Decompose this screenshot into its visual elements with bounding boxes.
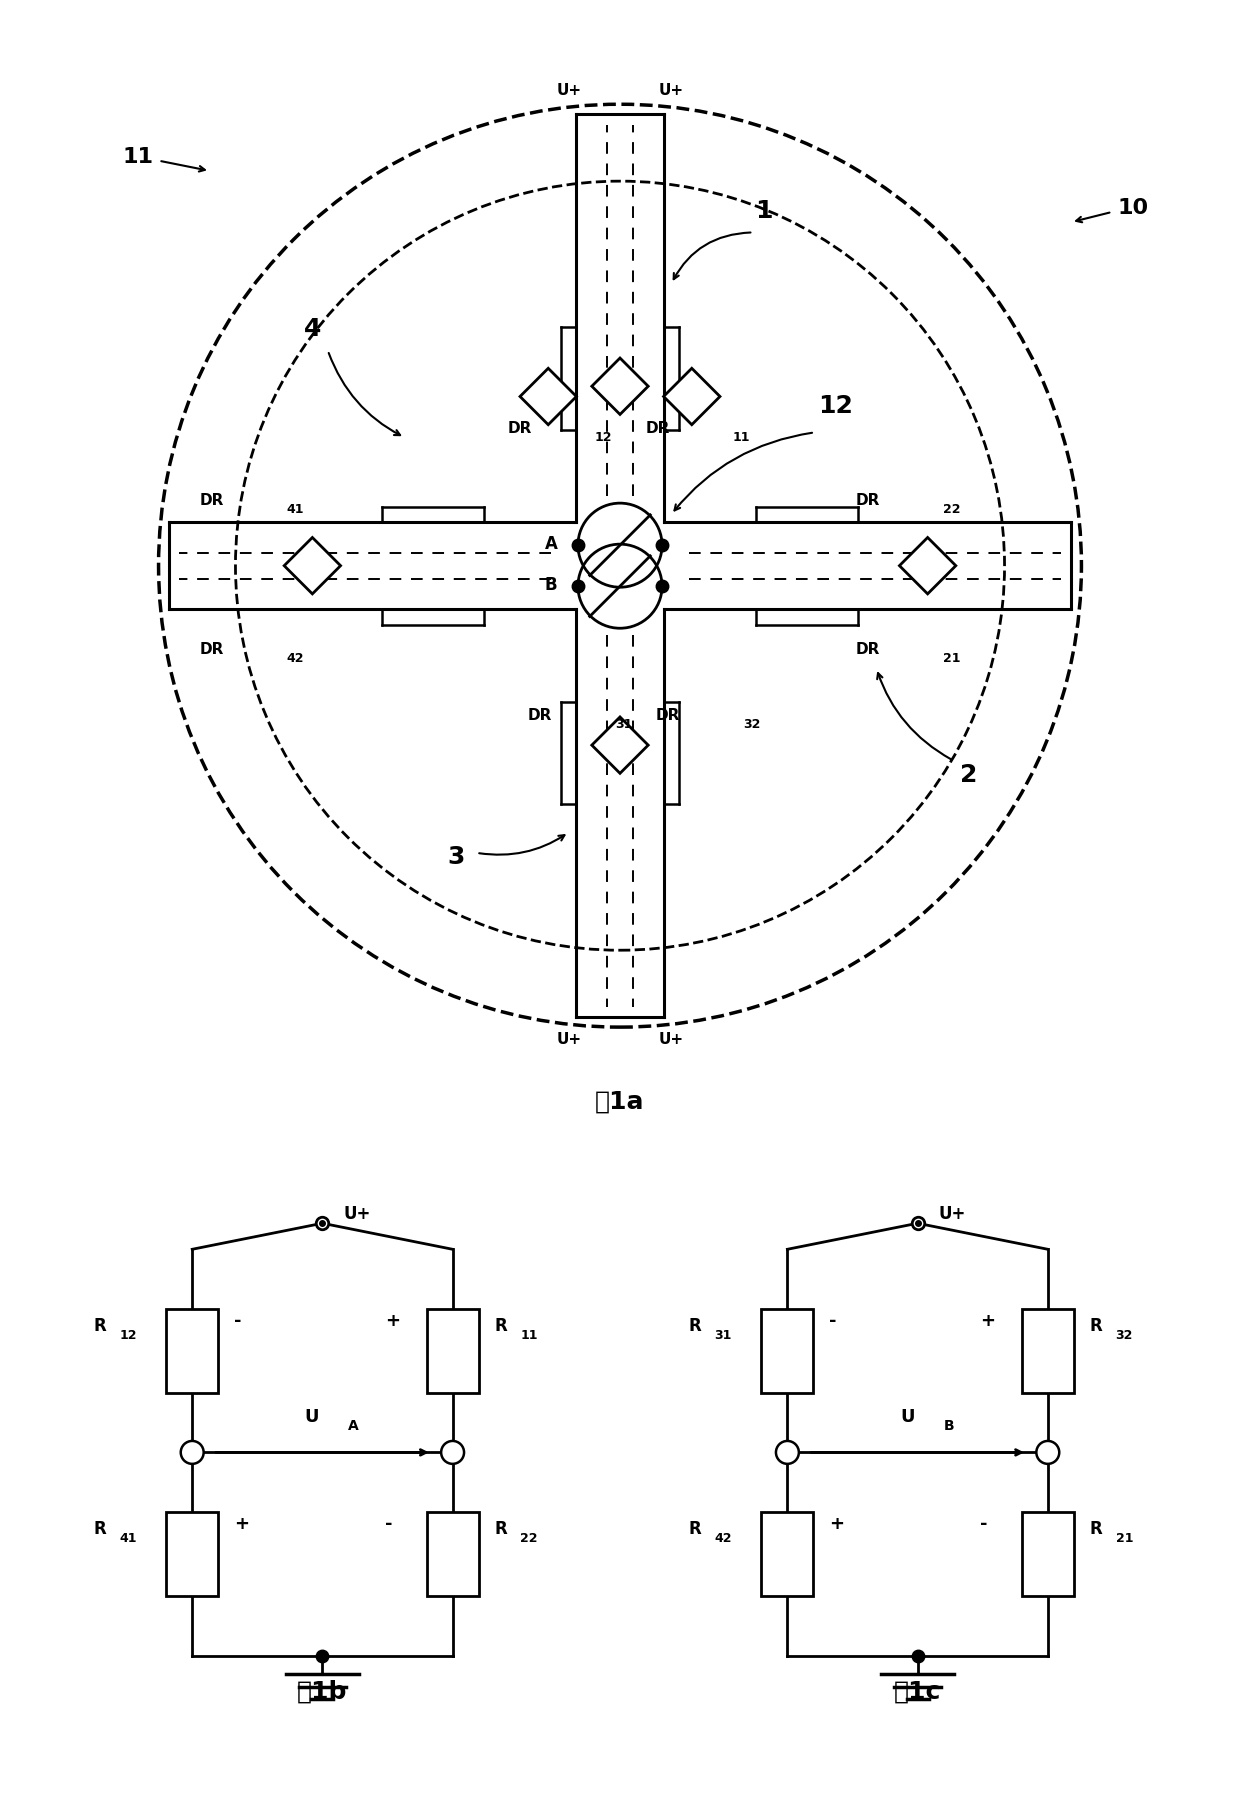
Circle shape	[181, 1442, 203, 1464]
Polygon shape	[520, 369, 577, 426]
FancyBboxPatch shape	[1022, 1309, 1074, 1393]
Text: R: R	[495, 1316, 507, 1334]
Text: 12: 12	[594, 432, 611, 444]
Text: 21: 21	[1116, 1532, 1133, 1544]
Text: 11: 11	[733, 432, 750, 444]
Text: +: +	[234, 1514, 249, 1532]
Text: DR: DR	[646, 421, 670, 437]
Text: 11: 11	[521, 1329, 538, 1341]
Text: DR: DR	[200, 642, 224, 656]
Text: -: -	[980, 1514, 987, 1532]
Text: 图1b: 图1b	[298, 1679, 347, 1703]
FancyBboxPatch shape	[761, 1512, 813, 1597]
Text: +: +	[830, 1514, 844, 1532]
Text: 图1a: 图1a	[595, 1090, 645, 1113]
FancyBboxPatch shape	[166, 1512, 218, 1597]
Text: R: R	[688, 1316, 701, 1334]
FancyBboxPatch shape	[166, 1309, 218, 1393]
Circle shape	[776, 1442, 799, 1464]
Text: 32: 32	[1116, 1329, 1133, 1341]
Text: 32: 32	[743, 717, 760, 730]
Text: 41: 41	[119, 1532, 136, 1544]
Text: R: R	[1090, 1316, 1102, 1334]
Text: B: B	[944, 1419, 954, 1433]
Text: DR: DR	[656, 708, 681, 723]
Polygon shape	[663, 369, 720, 426]
Text: 21: 21	[942, 651, 961, 663]
FancyBboxPatch shape	[427, 1309, 479, 1393]
Text: U: U	[305, 1408, 319, 1426]
Text: R: R	[1090, 1519, 1102, 1537]
Text: 1: 1	[755, 200, 773, 223]
Text: 12: 12	[119, 1329, 136, 1341]
Text: 42: 42	[286, 651, 304, 663]
FancyBboxPatch shape	[761, 1309, 813, 1393]
Text: B: B	[544, 575, 558, 593]
Text: 10: 10	[1117, 198, 1148, 218]
Text: DR: DR	[200, 493, 224, 507]
Text: R: R	[495, 1519, 507, 1537]
Polygon shape	[899, 538, 956, 595]
FancyBboxPatch shape	[427, 1512, 479, 1597]
Text: U: U	[900, 1408, 914, 1426]
Text: U+: U+	[658, 1030, 683, 1046]
Text: U+: U+	[557, 83, 582, 97]
Circle shape	[441, 1442, 464, 1464]
Text: 22: 22	[942, 503, 961, 516]
Text: A: A	[348, 1419, 360, 1433]
Text: 31: 31	[714, 1329, 732, 1341]
Text: 42: 42	[714, 1532, 732, 1544]
Text: -: -	[830, 1311, 837, 1329]
Text: +: +	[384, 1311, 399, 1329]
Text: 2: 2	[960, 762, 977, 786]
Text: DR: DR	[856, 642, 880, 656]
Text: U+: U+	[939, 1205, 966, 1223]
Text: DR: DR	[528, 708, 552, 723]
Text: R: R	[93, 1519, 105, 1537]
Circle shape	[1037, 1442, 1059, 1464]
Text: 12: 12	[818, 394, 853, 417]
Text: 3: 3	[448, 845, 465, 868]
Circle shape	[577, 503, 663, 588]
Polygon shape	[591, 360, 649, 415]
Text: 31: 31	[615, 717, 632, 730]
Text: 图1c: 图1c	[894, 1679, 941, 1703]
Text: U+: U+	[343, 1205, 371, 1223]
Text: 22: 22	[521, 1532, 538, 1544]
FancyBboxPatch shape	[1022, 1512, 1074, 1597]
Text: U+: U+	[658, 83, 683, 97]
Text: 41: 41	[286, 503, 304, 516]
Text: 11: 11	[123, 146, 154, 167]
Text: R: R	[688, 1519, 701, 1537]
Circle shape	[577, 545, 663, 629]
Text: DR: DR	[856, 493, 880, 507]
Text: -: -	[384, 1514, 392, 1532]
Text: U+: U+	[557, 1030, 582, 1046]
Text: DR: DR	[507, 421, 532, 437]
Text: R: R	[93, 1316, 105, 1334]
Text: 4: 4	[304, 316, 321, 342]
Text: A: A	[544, 534, 558, 552]
Polygon shape	[591, 717, 649, 773]
Polygon shape	[284, 538, 341, 595]
Text: +: +	[980, 1311, 994, 1329]
Text: -: -	[234, 1311, 242, 1329]
